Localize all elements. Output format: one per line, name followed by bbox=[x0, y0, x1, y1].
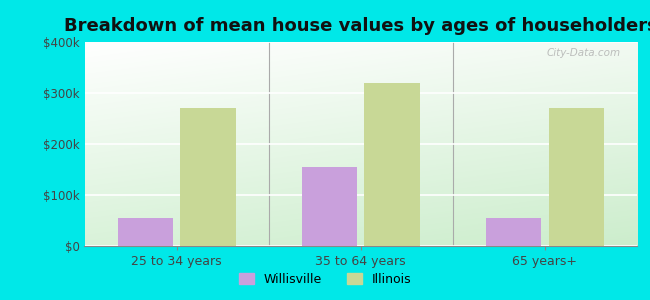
Bar bbox=[365, 83, 420, 246]
Text: City-Data.com: City-Data.com bbox=[546, 48, 620, 58]
Title: Breakdown of mean house values by ages of householders: Breakdown of mean house values by ages o… bbox=[64, 17, 650, 35]
Bar bbox=[549, 108, 604, 246]
Bar bbox=[118, 218, 173, 246]
Bar bbox=[302, 167, 357, 246]
Bar bbox=[486, 218, 541, 246]
Bar bbox=[180, 108, 235, 246]
Legend: Willisville, Illinois: Willisville, Illinois bbox=[233, 268, 417, 291]
